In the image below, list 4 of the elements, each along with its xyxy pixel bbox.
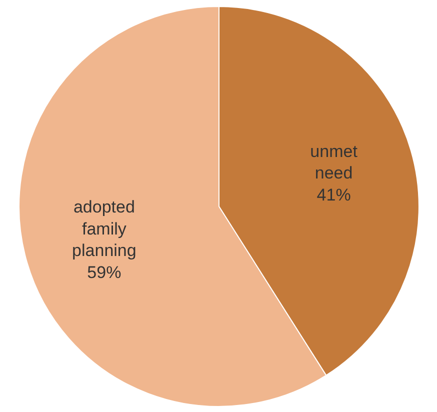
data-label: 59% bbox=[87, 263, 122, 282]
slice-label: unmet need bbox=[310, 142, 358, 183]
slice-label: adopted family planning bbox=[72, 198, 136, 260]
data-label: 41% bbox=[316, 186, 351, 205]
